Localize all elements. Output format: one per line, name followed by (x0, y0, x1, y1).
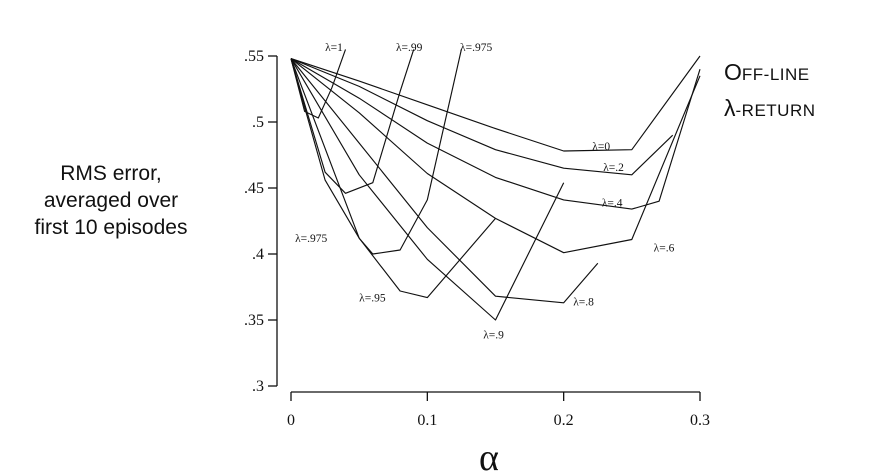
series-line-1 (290, 58, 674, 176)
series-lines (290, 49, 701, 321)
series-label: λ=.9 (483, 330, 504, 342)
series-label: λ=1 (325, 42, 343, 54)
series-label: λ=.95 (359, 293, 386, 305)
method-label-line-1: OFF-LINE (724, 59, 810, 85)
series-line-7 (290, 49, 462, 255)
y-tick-label: .4 (252, 246, 264, 263)
y-tick-label: .5 (252, 114, 264, 131)
y-axis-label-line-1: RMS error, (60, 162, 162, 185)
y-tick-label: .55 (244, 48, 264, 65)
axes (276, 56, 700, 393)
y-tick-label: .3 (252, 378, 264, 395)
y-axis-label-line-2: averaged over (43, 189, 179, 212)
series-label: λ=.6 (654, 242, 675, 254)
series-line-8 (290, 49, 415, 194)
series-line-5 (290, 58, 565, 321)
series-label: λ=.4 (602, 198, 623, 210)
ticks: .3 .35 .4 .45 .5 .55 0 0.1 0.2 0.3 (244, 48, 710, 429)
y-axis-label-line-3: first 10 episodes (34, 216, 188, 239)
series-line-0 (290, 55, 701, 152)
series-line-3 (290, 58, 701, 254)
series-line-4 (290, 58, 599, 304)
x-tick-label: 0.1 (417, 412, 437, 429)
x-tick-label: 0.3 (690, 412, 710, 429)
x-tick-label: 0 (287, 412, 295, 429)
series-labels: λ=0 λ=.2 λ=.4 λ=.6 λ=.8 λ=.9 λ=.95 λ=.975 λ=1 λ=.… (295, 42, 674, 342)
y-axis-label: RMS error, averaged over first 10 episod… (4, 160, 218, 241)
y-tick-label: .35 (244, 312, 264, 329)
x-tick-label: 0.2 (554, 412, 574, 429)
series-label: λ=0 (592, 141, 610, 153)
series-line-9 (290, 49, 347, 119)
y-tick-label: .45 (244, 180, 264, 197)
series-label: λ=.975 (460, 42, 492, 54)
series-label: λ=.8 (573, 297, 594, 309)
series-line-2 (290, 58, 701, 210)
method-label: OFF-LINE λ-RETURN (724, 56, 816, 128)
series-label: λ=.975 (295, 233, 327, 245)
series-line-6 (290, 58, 496, 299)
x-axis-label: α (479, 437, 499, 475)
method-label-line-2: λ-RETURN (724, 95, 816, 121)
series-label: λ=.99 (396, 42, 423, 54)
series-label: λ=.2 (603, 162, 624, 174)
